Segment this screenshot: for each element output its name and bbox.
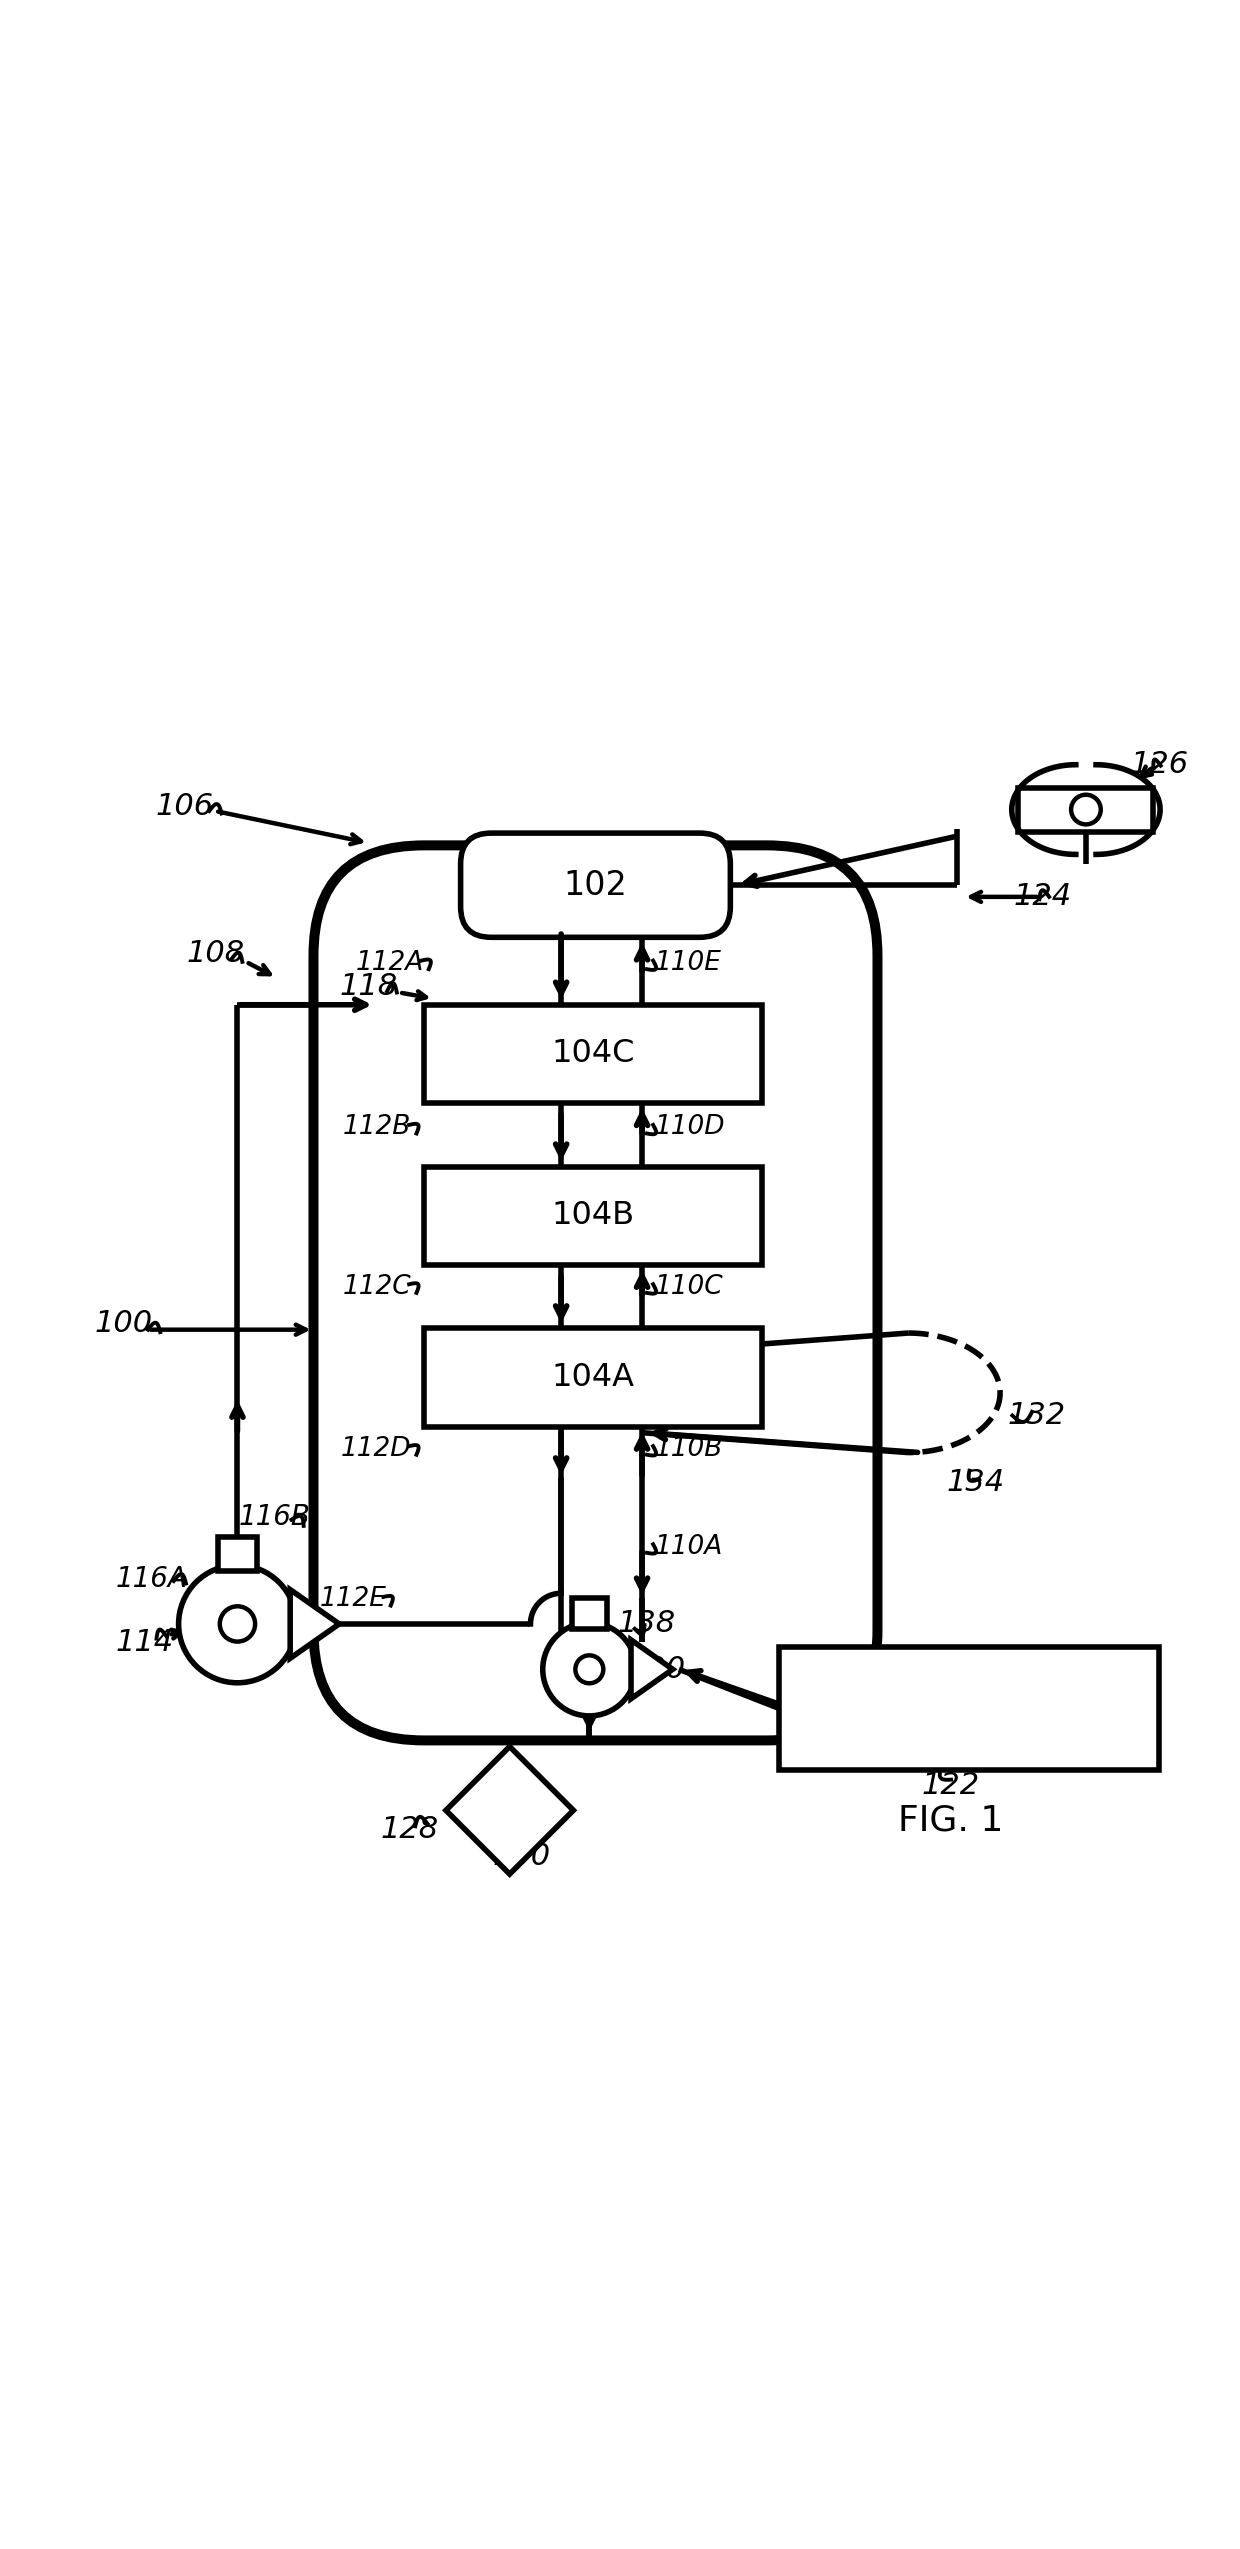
Text: 118: 118 bbox=[340, 971, 398, 1002]
Circle shape bbox=[219, 1606, 255, 1642]
Text: 114: 114 bbox=[115, 1629, 174, 1657]
Bar bbox=[780, 1647, 1159, 1769]
Text: 112B: 112B bbox=[343, 1114, 412, 1139]
Text: 102: 102 bbox=[563, 869, 627, 902]
Text: 134: 134 bbox=[946, 1468, 1004, 1496]
Text: 138: 138 bbox=[618, 1608, 676, 1639]
Polygon shape bbox=[446, 1746, 573, 1874]
Polygon shape bbox=[631, 1639, 673, 1698]
Text: 116B: 116B bbox=[238, 1504, 310, 1532]
Text: 106: 106 bbox=[156, 793, 213, 821]
Text: 130: 130 bbox=[492, 1843, 551, 1871]
Text: 128: 128 bbox=[379, 1815, 438, 1845]
FancyBboxPatch shape bbox=[460, 834, 730, 938]
Bar bbox=[424, 1004, 763, 1104]
Polygon shape bbox=[290, 1591, 340, 1659]
Text: 104B: 104B bbox=[552, 1201, 635, 1231]
Text: 112D: 112D bbox=[341, 1435, 412, 1461]
Text: BIO-MASS (CH₂O) x (20%): BIO-MASS (CH₂O) x (20%) bbox=[843, 1677, 1095, 1695]
Text: 110A: 110A bbox=[655, 1534, 723, 1560]
Text: 108: 108 bbox=[186, 938, 244, 969]
Text: 110D: 110D bbox=[655, 1114, 725, 1139]
Text: 122: 122 bbox=[923, 1772, 980, 1800]
Text: CCS: CCS bbox=[482, 1797, 537, 1823]
Text: 112A: 112A bbox=[356, 951, 424, 976]
Circle shape bbox=[179, 1565, 296, 1682]
Circle shape bbox=[543, 1624, 636, 1715]
Text: 104A: 104A bbox=[552, 1361, 635, 1392]
Text: 112C: 112C bbox=[343, 1274, 412, 1300]
Circle shape bbox=[575, 1654, 604, 1682]
Bar bbox=[218, 1537, 257, 1570]
Text: 132: 132 bbox=[1008, 1402, 1066, 1430]
Bar bbox=[424, 1167, 763, 1264]
Text: 124: 124 bbox=[1014, 882, 1073, 913]
Circle shape bbox=[1071, 795, 1101, 823]
Text: + WATER (80%): + WATER (80%) bbox=[892, 1723, 1047, 1744]
Text: 104C: 104C bbox=[552, 1037, 635, 1068]
Text: 126: 126 bbox=[1131, 749, 1189, 780]
Text: 110C: 110C bbox=[655, 1274, 723, 1300]
Text: 116A: 116A bbox=[115, 1565, 187, 1593]
Bar bbox=[572, 1598, 606, 1629]
Text: 110E: 110E bbox=[655, 951, 722, 976]
Text: 110B: 110B bbox=[655, 1435, 723, 1461]
Text: 100: 100 bbox=[94, 1310, 153, 1338]
Bar bbox=[1018, 788, 1153, 831]
Bar bbox=[424, 1328, 763, 1427]
Text: FIG. 1: FIG. 1 bbox=[898, 1802, 1003, 1838]
Text: 112E: 112E bbox=[320, 1585, 387, 1614]
Text: 120: 120 bbox=[627, 1654, 686, 1685]
